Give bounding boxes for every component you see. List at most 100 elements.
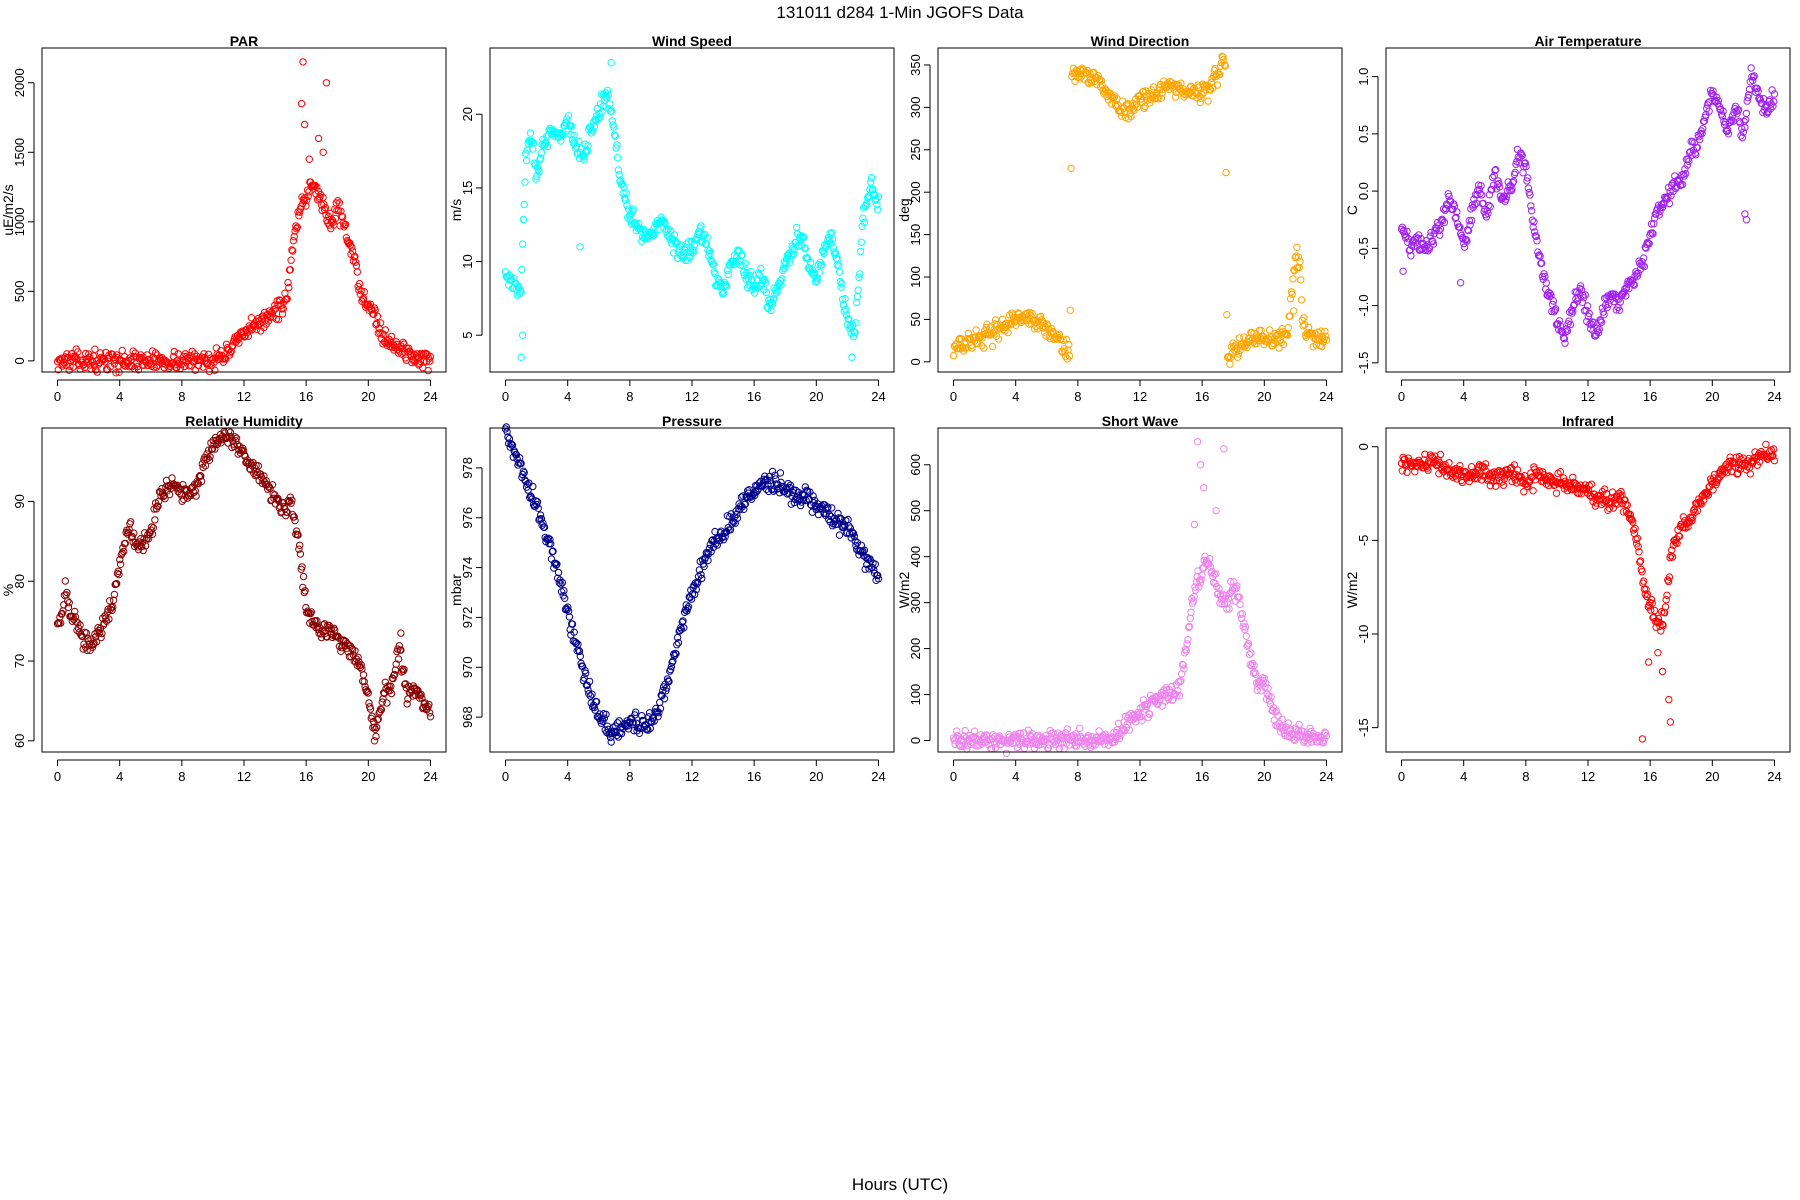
data-points [53,58,435,377]
data-point [113,580,121,588]
data-point [426,352,435,361]
data-point [398,668,406,676]
data-point [151,349,160,357]
data-point [1293,243,1301,252]
data-point [1205,82,1213,91]
x-axis: 0 4 8 12 16 20 24 [950,379,1334,404]
x-tick-label: 8 [178,769,185,784]
data-point [558,130,567,139]
data-point [1240,333,1248,341]
data-point [1491,166,1499,175]
data-point [586,692,595,700]
data-point [1125,105,1134,113]
data-point [823,504,831,513]
data-point [1212,570,1220,578]
data-point [278,310,287,318]
data-point [1492,477,1501,485]
data-point [767,480,775,488]
data-point [380,330,388,339]
data-point [227,347,235,356]
data-point [1654,614,1663,623]
y-axis-label: C [1344,205,1360,215]
data-point [321,629,330,637]
x-tick-label: 0 [1398,389,1405,404]
data-point [1290,307,1298,315]
data-point [296,550,305,558]
data-point [154,502,162,511]
y-tick-label: 1500 [12,138,27,167]
y-tick-label: -1.0 [1356,294,1371,316]
data-point [1734,469,1742,478]
data-point [279,305,287,313]
data-point [665,677,673,686]
data-point [529,139,538,147]
data-point [583,147,591,155]
data-point [1526,477,1534,486]
data-point [650,717,658,725]
data-point [836,277,844,286]
data-point [612,144,620,152]
data-point [359,295,367,303]
data-point [1770,456,1779,465]
data-point [1718,112,1727,120]
data-point [1176,678,1184,686]
data-point [799,234,807,242]
data-point [1697,500,1706,508]
data-point [1429,240,1438,248]
data-point [274,301,282,309]
data-point [775,279,784,288]
data-point [564,112,573,120]
data-point [1663,591,1671,599]
data-point [515,290,524,298]
data-point [835,268,844,276]
data-point [1436,450,1445,459]
data-point [1495,179,1503,188]
data-point [1724,126,1732,134]
x-tick-label: 0 [502,389,509,404]
panel-pressure: Pressure 0 4 8 12 16 20 24 968 970 972 974 976 978 mba… [448,413,895,784]
data-point [1658,620,1667,629]
data-point [796,501,805,510]
data-point [835,531,844,539]
data-point [1284,324,1293,332]
data-point [1738,133,1747,142]
data-point [541,533,549,542]
data-point [570,131,578,139]
data-point [1770,90,1779,98]
data-point [565,613,574,621]
data-point [1647,606,1655,614]
data-point [639,225,647,234]
data-point [1300,314,1308,322]
data-point [767,306,775,315]
data-point [1478,191,1486,199]
data-point [112,369,120,377]
data-point [211,445,219,453]
data-point [321,204,330,212]
data-point [610,123,618,131]
data-point [1770,97,1778,106]
data-point [1245,650,1254,659]
data-point [372,732,380,741]
y-tick-label: 0.0 [1356,182,1371,200]
data-point [128,532,137,541]
data-point [92,633,100,641]
data-point [860,552,868,560]
data-point [692,585,700,594]
y-tick-label: 60 [12,734,27,748]
panel-title: Pressure [662,413,722,429]
data-point [1665,573,1674,581]
data-point [210,441,218,449]
data-point [1301,321,1309,329]
data-point [784,250,792,258]
data-point [397,646,405,654]
data-point [380,689,388,697]
data-point [607,738,615,746]
data-point [860,546,869,554]
data-point [116,555,124,564]
data-point [585,677,594,686]
data-point [394,655,403,663]
data-point [1601,485,1609,493]
data-point [1101,730,1110,738]
data-point [1318,734,1326,742]
data-point [426,713,435,721]
